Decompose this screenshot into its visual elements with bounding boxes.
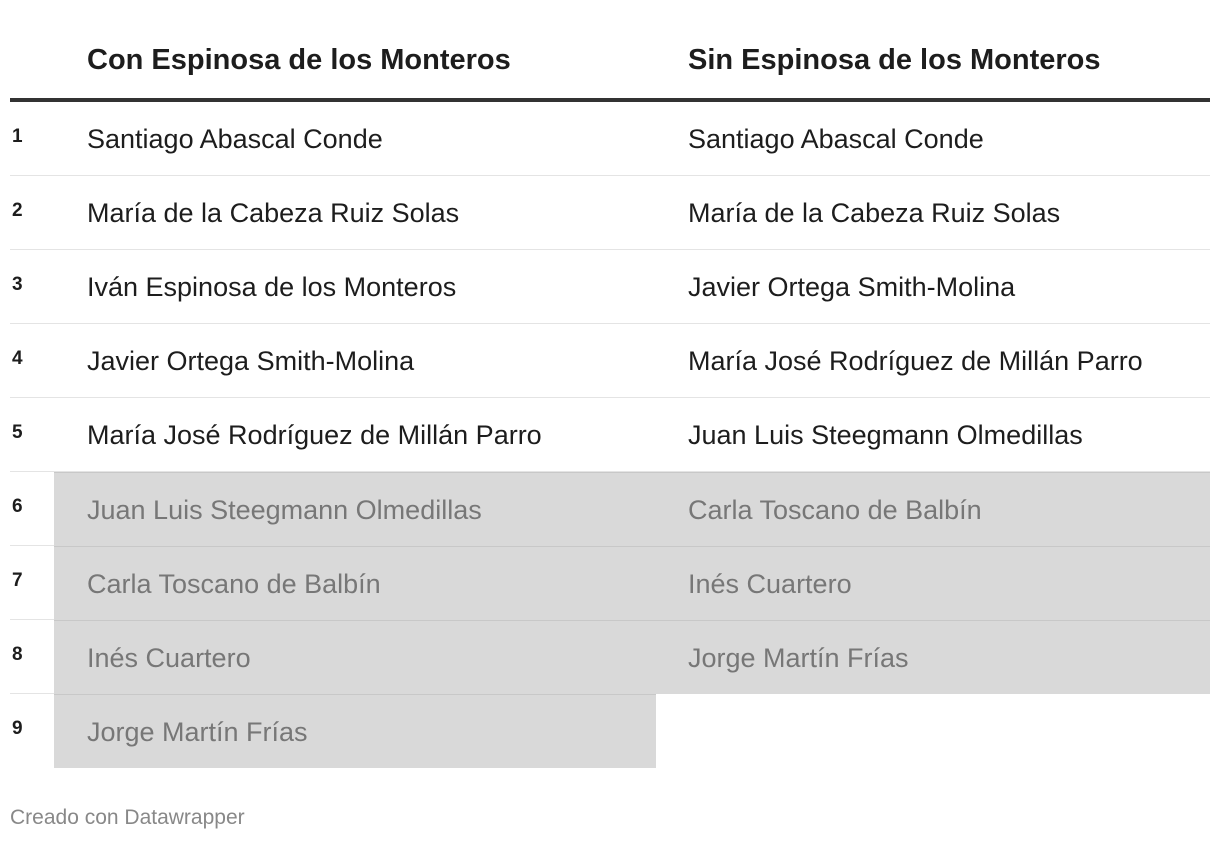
cell-con-espinosa: Jorge Martín Frías <box>54 694 656 768</box>
row-number: 4 <box>12 348 23 369</box>
cell-sin-espinosa: Juan Luis Steegmann Olmedillas <box>688 420 1083 450</box>
row-number: 3 <box>12 274 23 295</box>
row-number: 9 <box>12 718 23 739</box>
cell-con-espinosa: Juan Luis Steegmann Olmedillas <box>54 472 656 546</box>
table-row: 8 Inés Cuartero Jorge Martín Frías <box>10 620 1210 694</box>
cell-sin-espinosa: Javier Ortega Smith-Molina <box>688 272 1016 302</box>
cell-con-espinosa: Javier Ortega Smith-Molina <box>87 346 415 376</box>
row-number: 2 <box>12 200 23 221</box>
cell-con-espinosa: María de la Cabeza Ruiz Solas <box>87 198 460 228</box>
cell-con-espinosa: Iván Espinosa de los Monteros <box>87 272 457 302</box>
cell-sin-espinosa: Santiago Abascal Conde <box>688 124 984 154</box>
cell-sin-espinosa: Inés Cuartero <box>656 546 1210 620</box>
cell-sin-espinosa: Carla Toscano de Balbín <box>656 472 1210 546</box>
cell-sin-espinosa: María de la Cabeza Ruiz Solas <box>688 198 1061 228</box>
cell-con-espinosa: María José Rodríguez de Millán Parro <box>87 420 542 450</box>
datawrapper-credit: Creado con Datawrapper <box>10 806 245 829</box>
table-row: 1 Santiago Abascal Conde Santiago Abascal … <box>10 102 1210 176</box>
cell-con-espinosa: Santiago Abascal Conde <box>87 124 383 154</box>
cell-sin-espinosa: Jorge Martín Frías <box>656 620 1210 694</box>
row-number: 5 <box>12 422 23 443</box>
table-row: 3 Iván Espinosa de los Monteros Javier Ort… <box>10 250 1210 324</box>
table-row: 9 Jorge Martín Frías <box>10 694 1210 768</box>
cell-sin-espinosa: María José Rodríguez de Millán Parro <box>688 346 1143 376</box>
table-row: 6 Juan Luis Steegmann Olmedillas Carla Tos… <box>10 472 1210 546</box>
candidates-table: Con Espinosa de los Monteros Sin Espinos… <box>10 0 1210 768</box>
table-header: Con Espinosa de los Monteros Sin Espinos… <box>10 0 1210 102</box>
row-number: 6 <box>12 496 23 517</box>
table-row: 2 María de la Cabeza Ruiz Solas María de l… <box>10 176 1210 250</box>
row-number: 8 <box>12 644 23 665</box>
row-number: 7 <box>12 570 23 591</box>
header-con-espinosa: Con Espinosa de los Monteros <box>87 44 511 76</box>
cell-con-espinosa: Inés Cuartero <box>54 620 656 694</box>
table-row: 4 Javier Ortega Smith-Molina María José Ro… <box>10 324 1210 398</box>
header-sin-espinosa: Sin Espinosa de los Monteros <box>688 44 1101 76</box>
table-row: 7 Carla Toscano de Balbín Inés Cuartero <box>10 546 1210 620</box>
table-row: 5 María José Rodríguez de Millán Parro Jua… <box>10 398 1210 472</box>
row-number: 1 <box>12 126 23 147</box>
cell-con-espinosa: Carla Toscano de Balbín <box>54 546 656 620</box>
table-body: 1 Santiago Abascal Conde Santiago Abascal … <box>10 102 1210 768</box>
